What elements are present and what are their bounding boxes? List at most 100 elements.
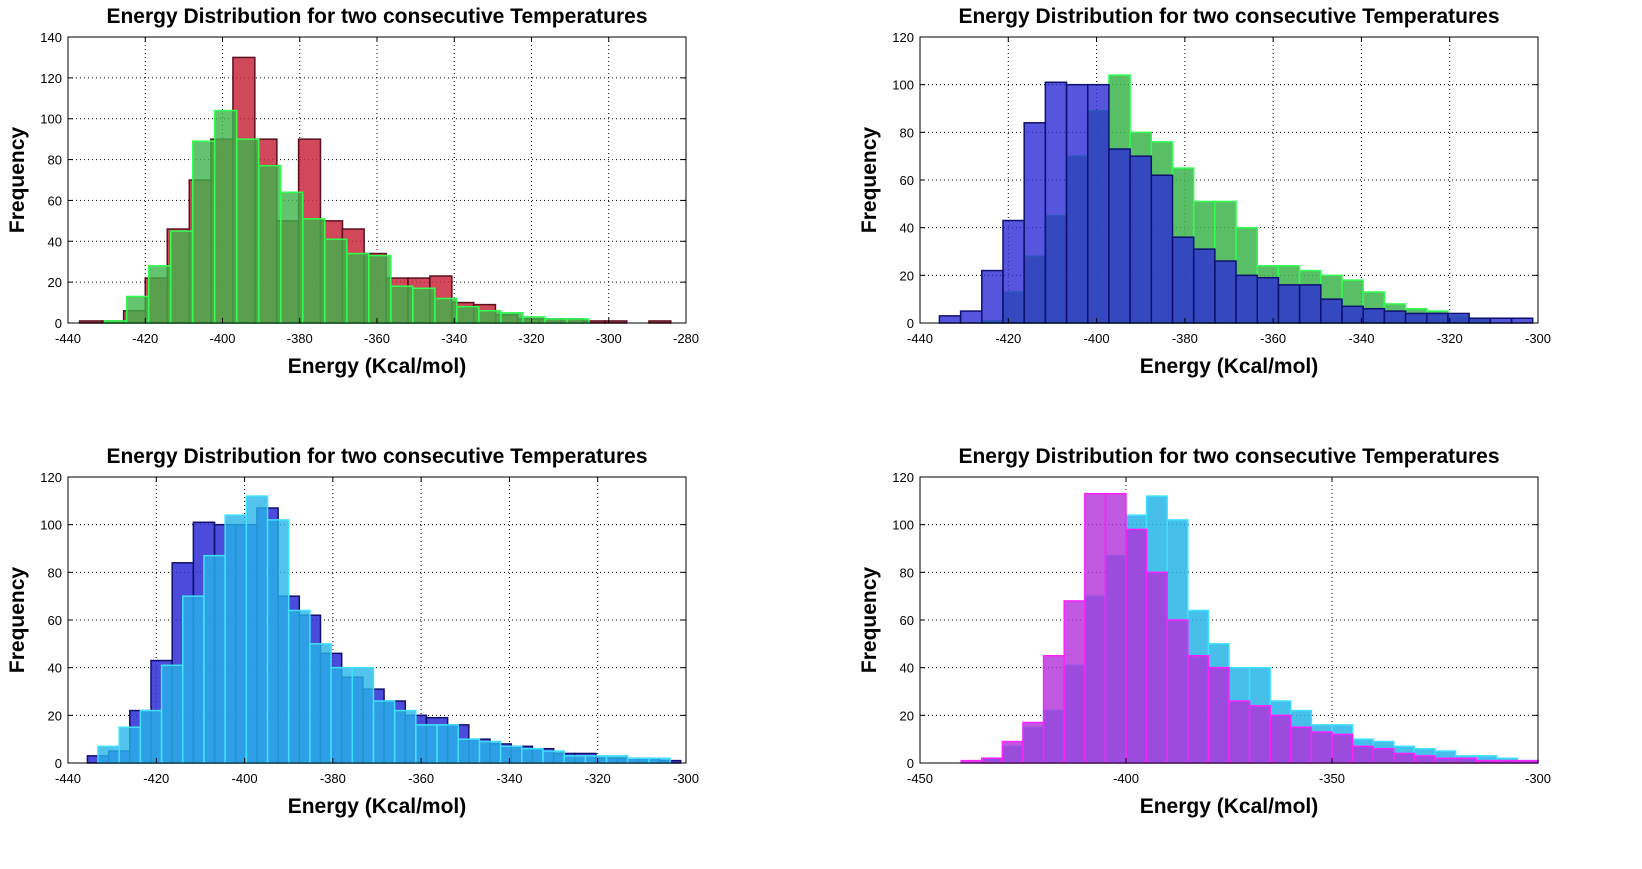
bar-magenta (1187, 655, 1210, 764)
x-tick-label: -420 (995, 331, 1021, 346)
bar-blue (1404, 312, 1428, 324)
x-tick-label: -380 (1172, 331, 1198, 346)
bar-magenta (1042, 655, 1065, 764)
bar-cyan (393, 709, 417, 764)
y-tick-label: 60 (900, 173, 914, 188)
bar-green (258, 164, 282, 324)
y-tick-label: 80 (900, 125, 914, 140)
bar-magenta (1248, 705, 1271, 764)
y-tick-label: 40 (900, 221, 914, 236)
y-tick-label: 60 (48, 193, 62, 208)
bar-green (169, 230, 194, 324)
x-tick-label: -300 (673, 771, 699, 786)
bar-blue (1235, 274, 1259, 324)
bar-magenta (1351, 745, 1374, 764)
bar-cyan (436, 724, 459, 764)
x-tick-label: -400 (209, 331, 235, 346)
bar-blue (1065, 83, 1089, 324)
bar-green (500, 312, 524, 324)
bar-magenta (1290, 726, 1313, 764)
bar-cyan (457, 738, 481, 764)
x-tick-label: -400 (232, 771, 258, 786)
bar-green (192, 140, 216, 324)
bar-blue (1426, 312, 1449, 324)
bar-green (522, 316, 546, 324)
bar-green (324, 238, 348, 324)
x-tick-label: -340 (1348, 331, 1374, 346)
bar-blue (1447, 312, 1470, 324)
bar-blue (1171, 236, 1195, 324)
bar-magenta (1228, 700, 1251, 764)
bar-cyan (287, 609, 311, 764)
y-tick-label: 20 (900, 708, 914, 723)
chart-svg: -440 -420 -400 -380 -360 -340 -320 -300 0 20 40 60 8… (6, 445, 699, 818)
bar-cyan (309, 643, 332, 764)
chart-title: Energy Distribution for two consecutive … (958, 445, 1499, 468)
bar-cyan (563, 755, 587, 764)
bar-cyan (224, 514, 248, 764)
bar-green (147, 265, 172, 324)
y-tick-label: 0 (907, 756, 914, 771)
bar-blue (1129, 155, 1153, 324)
x-tick-label: -440 (55, 331, 81, 346)
bar-cyan (605, 755, 629, 764)
y-tick-label: 140 (40, 30, 62, 45)
y-tick-label: 0 (55, 756, 62, 771)
bar-green (456, 305, 480, 324)
histogram-panel-top-left: -440 -420 -400 -380 -360 -340 -320 -300 -280 0 20 4… (0, 0, 780, 420)
bar-magenta (1125, 528, 1148, 764)
bar-magenta (1207, 666, 1230, 764)
bar-green (390, 285, 414, 324)
bar-cyan (478, 740, 502, 764)
bar-cyan (97, 745, 120, 764)
bar-green (280, 191, 304, 324)
bar-magenta (1166, 619, 1189, 764)
bar-cyan (245, 495, 269, 764)
y-axis-label: Frequency (858, 567, 881, 674)
bar-green (412, 287, 436, 324)
chart-svg: -440 -420 -400 -380 -360 -340 -320 -300 0 20 40 60 8… (858, 5, 1551, 378)
bar-magenta (1413, 755, 1436, 764)
y-tick-label: 100 (892, 518, 914, 533)
y-tick-label: 20 (48, 708, 62, 723)
chart-title: Energy Distribution for two consecutive … (106, 5, 647, 28)
bar-magenta (1063, 600, 1086, 764)
x-tick-label: -320 (585, 771, 611, 786)
bar-magenta (1310, 731, 1333, 764)
bar-green (346, 252, 370, 324)
x-tick-label: -280 (673, 331, 699, 346)
x-tick-label: -400 (1084, 331, 1110, 346)
bar-magenta (1145, 571, 1168, 764)
y-tick-label: 0 (907, 316, 914, 331)
bar-blue (981, 269, 1004, 324)
y-tick-label: 60 (900, 613, 914, 628)
bar-green (236, 138, 260, 324)
bar-cyan (521, 747, 544, 764)
x-tick-label: -320 (518, 331, 544, 346)
bar-magenta (1022, 721, 1045, 764)
chart-title: Energy Distribution for two consecutive … (958, 5, 1499, 28)
y-tick-label: 40 (48, 234, 62, 249)
bar-cyan (203, 554, 226, 764)
bar-blue (1510, 317, 1534, 324)
bar-blue (1214, 260, 1237, 324)
y-axis-label: Frequency (858, 127, 881, 234)
bar-magenta (981, 757, 1004, 764)
x-tick-label: -420 (143, 771, 169, 786)
bar-blue (1256, 276, 1280, 324)
bar-magenta (1331, 733, 1354, 764)
bar-cyan (160, 664, 184, 764)
bar-blue (1023, 122, 1047, 324)
x-tick-label: -320 (1437, 331, 1463, 346)
bar-cyan (139, 709, 163, 764)
histogram-panel-top-right: -440 -420 -400 -380 -360 -340 -320 -300 0 20 40 60 8… (852, 0, 1632, 420)
bar-cyan (499, 745, 523, 764)
x-tick-label: -440 (907, 331, 933, 346)
series-green (103, 109, 590, 324)
bar-blue (1192, 248, 1216, 324)
bar-magenta (1454, 757, 1477, 764)
bar-cyan (648, 757, 671, 764)
bar-cyan (182, 595, 205, 764)
bar-blue (1362, 307, 1386, 324)
y-tick-label: 80 (48, 565, 62, 580)
